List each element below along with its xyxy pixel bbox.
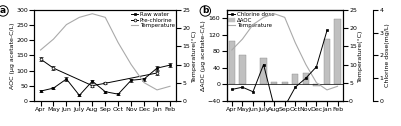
Bar <box>271 82 277 84</box>
Bar <box>239 55 245 84</box>
Legend: Chlorine dose, ΔAOC, Temperature: Chlorine dose, ΔAOC, Temperature <box>228 11 275 29</box>
Y-axis label: AOC (μg acetate-C/L): AOC (μg acetate-C/L) <box>10 22 15 89</box>
Bar <box>292 74 298 84</box>
Bar <box>313 84 320 86</box>
Bar <box>303 73 309 84</box>
Text: a: a <box>0 6 6 15</box>
Y-axis label: Chlorine dose(mg/L): Chlorine dose(mg/L) <box>385 24 390 87</box>
Bar <box>324 39 330 84</box>
Bar <box>334 19 341 84</box>
Y-axis label: Temperature(°C): Temperature(°C) <box>192 29 197 82</box>
Bar <box>229 41 235 84</box>
Legend: Raw water, Pre-chlorine, Temperature: Raw water, Pre-chlorine, Temperature <box>131 11 175 29</box>
Bar <box>282 82 288 84</box>
Y-axis label: Temperature(°C): Temperature(°C) <box>358 29 363 82</box>
Y-axis label: ΔAOC (μg acetate-C/L): ΔAOC (μg acetate-C/L) <box>201 20 206 91</box>
Text: b: b <box>202 6 209 15</box>
Bar <box>260 57 267 84</box>
